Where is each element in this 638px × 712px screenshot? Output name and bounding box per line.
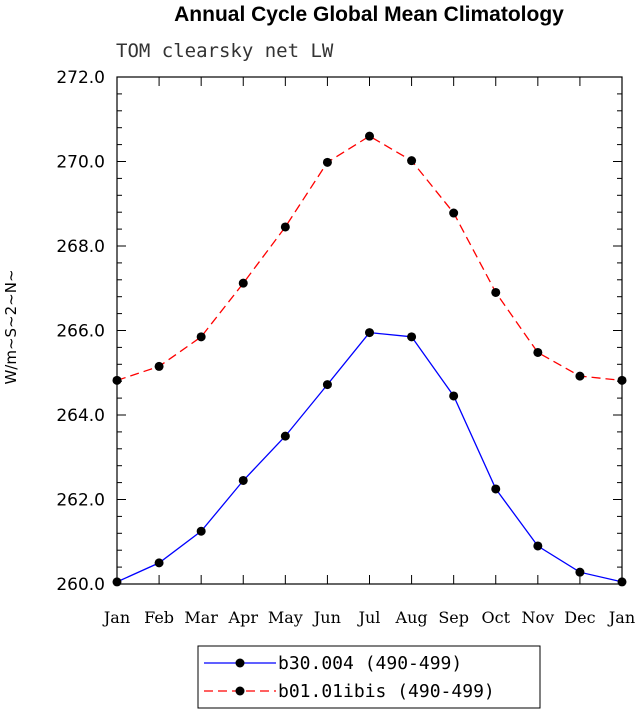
series-1-point xyxy=(322,380,332,390)
series-1-point xyxy=(365,328,374,338)
chart-subtitle: TOM clearsky net LW xyxy=(116,40,334,62)
x-tick-label: Jan xyxy=(102,608,130,627)
y-tick-label: 268.0 xyxy=(56,237,105,257)
legend-label-2: b01.01ibis (490-499) xyxy=(278,681,495,702)
series-2-point xyxy=(322,157,332,167)
series-1-point xyxy=(154,558,164,568)
legend-label-1: b30.004 (490-499) xyxy=(278,653,462,674)
series-2-point xyxy=(533,347,543,357)
series-1-point xyxy=(238,475,248,485)
x-tick-label: Mar xyxy=(184,608,218,627)
series-2-point xyxy=(491,287,501,297)
chart-title: Annual Cycle Global Mean Climatology xyxy=(174,3,564,26)
x-tick-label: Dec xyxy=(564,608,595,627)
tick-marks xyxy=(116,76,623,585)
y-axis-label: W/m~S~2~N~ xyxy=(2,269,20,384)
series-2-point xyxy=(365,131,374,141)
series-2-point xyxy=(154,361,164,371)
legend-marker-2 xyxy=(235,686,245,696)
series-2-point xyxy=(238,278,248,288)
series-1-point xyxy=(407,332,417,342)
x-tick-label: Aug xyxy=(395,608,428,627)
series-line-1 xyxy=(116,331,623,583)
y-tick-label: 270.0 xyxy=(56,153,105,173)
x-tick-label: Feb xyxy=(144,608,174,627)
series-2-point xyxy=(617,375,627,385)
x-tick-label: Oct xyxy=(481,608,510,627)
x-tick-label: May xyxy=(268,608,303,627)
series-1-point xyxy=(280,431,290,441)
y-tick-label: 260.0 xyxy=(56,575,105,595)
legend-marker-1 xyxy=(235,658,245,668)
y-tick-label: 264.0 xyxy=(56,406,105,426)
series-2-point xyxy=(449,208,459,218)
y-tick-label: 272.0 xyxy=(56,68,105,88)
legend-box xyxy=(197,645,541,709)
series-2-point xyxy=(280,222,290,232)
x-tick-label: Apr xyxy=(228,608,259,627)
series-2-point xyxy=(196,332,206,342)
series-2-point xyxy=(575,371,585,381)
series-1-point xyxy=(617,577,627,587)
y-tick-label: 266.0 xyxy=(56,322,105,342)
series-line-2 xyxy=(116,135,623,382)
series-lines xyxy=(112,131,627,587)
x-tick-label: Sep xyxy=(438,608,469,627)
series-1-point xyxy=(449,391,459,401)
series-1-point xyxy=(491,484,501,494)
tick-labels: 260.0 262.0 264.0 266.0 268.0 270.0 272.0 Jan Fe… xyxy=(56,68,635,627)
series-2-point xyxy=(407,156,417,166)
y-tick-label: 262.0 xyxy=(56,491,105,511)
legend: b30.004 (490-499) b01.01ibis (490-499) xyxy=(197,645,541,709)
series-1-point xyxy=(112,577,122,587)
x-tick-label: Jun xyxy=(312,608,341,627)
series-2-point xyxy=(112,375,122,385)
series-1-point xyxy=(575,567,585,577)
x-tick-label: Jan xyxy=(607,608,635,627)
x-tick-label: Jul xyxy=(357,608,381,627)
series-1-point xyxy=(196,526,206,536)
series-1-point xyxy=(533,541,543,551)
x-tick-label: Nov xyxy=(521,608,554,627)
